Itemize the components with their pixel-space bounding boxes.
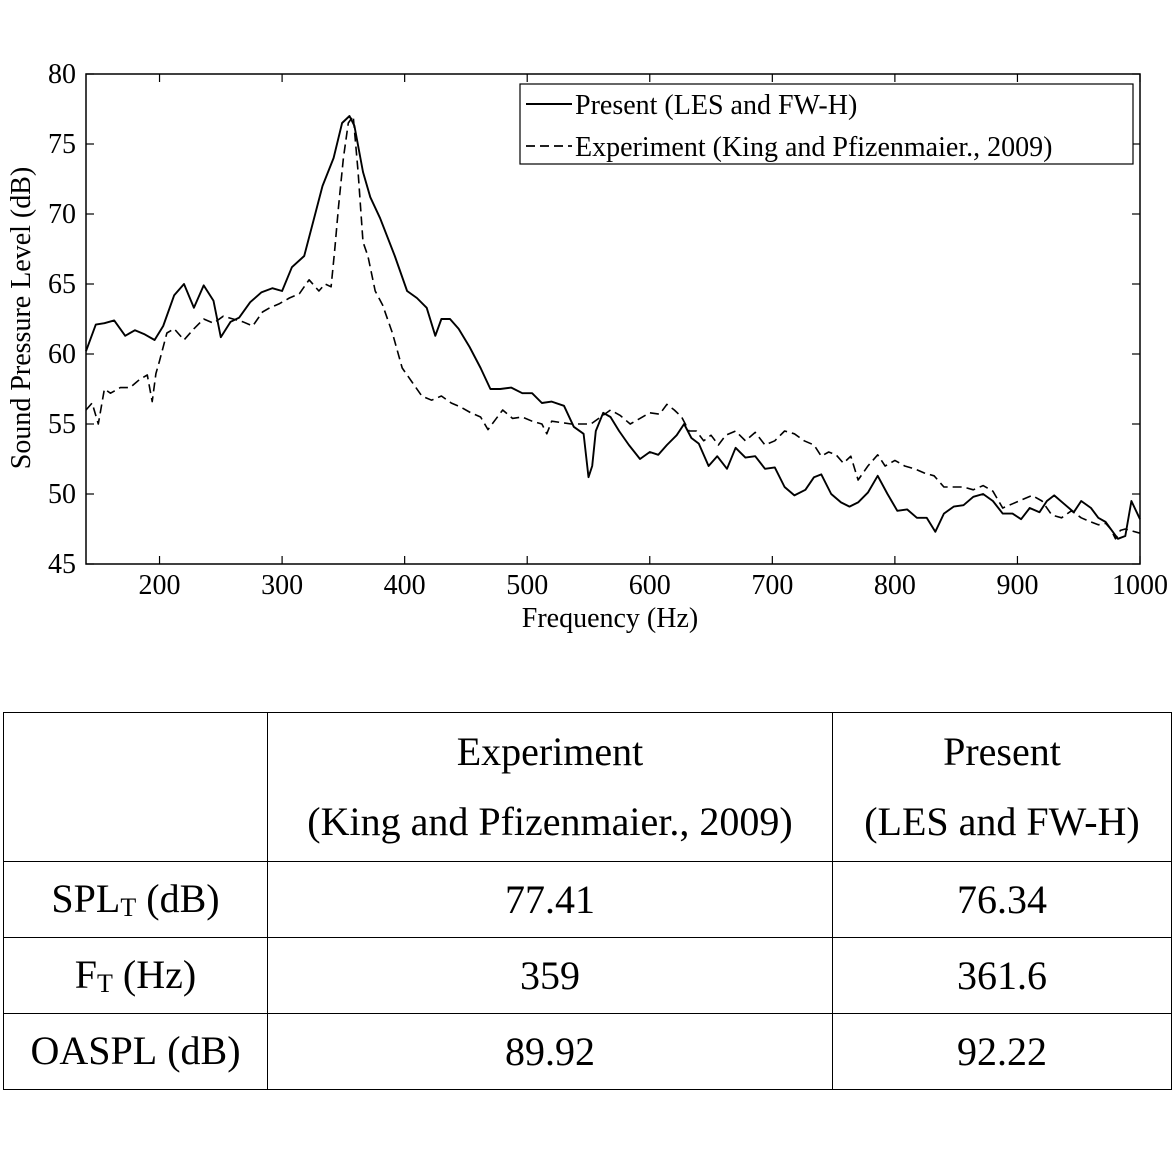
legend-label-present: Present (LES and FW-H) xyxy=(575,90,857,121)
y-tick-label: 65 xyxy=(48,269,76,300)
y-tick-label: 75 xyxy=(48,129,76,160)
y-tick-label: 50 xyxy=(48,479,76,510)
x-tick-label: 800 xyxy=(874,570,916,601)
legend-label-experiment: Experiment (King and Pfizenmaier., 2009) xyxy=(575,132,1052,163)
cell-experiment: 359 xyxy=(267,937,833,1014)
row-label-main: OASPL xyxy=(30,1028,158,1074)
results-table: Experiment (King and Pfizenmaier., 2009)… xyxy=(3,712,1172,1090)
y-tick-label: 55 xyxy=(48,409,76,440)
row-label: SPLT (dB) xyxy=(3,861,268,938)
y-tick-label: 60 xyxy=(48,339,76,370)
table-header-row: Experiment (King and Pfizenmaier., 2009)… xyxy=(3,712,1172,862)
table-row: SPLT (dB) 77.41 76.34 xyxy=(3,861,1172,938)
table-row: FT (Hz) 359 361.6 xyxy=(3,937,1172,1014)
row-label-main: SPL xyxy=(51,876,121,922)
spl-spectrum-chart: 200 300 400 500 600 700 800 900 1000 45 50 55 60 65 70… xyxy=(6,59,1168,634)
row-label-subscript: T xyxy=(120,893,137,923)
x-tick-label: 400 xyxy=(384,570,426,601)
y-axis-label: Sound Pressure Level (dB) xyxy=(6,167,37,470)
y-tick-label: 70 xyxy=(48,199,76,230)
legend-box xyxy=(519,83,1134,165)
series-line-experiment xyxy=(85,115,1141,540)
x-tick-label: 200 xyxy=(139,570,181,601)
header-experiment-line2: (King and Pfizenmaier., 2009) xyxy=(307,799,793,844)
header-present-line2: (LES and FW-H) xyxy=(864,799,1140,844)
cell-experiment: 77.41 xyxy=(267,861,833,938)
cell-present: 76.34 xyxy=(832,861,1172,938)
x-axis-label: Frequency (Hz) xyxy=(522,603,698,634)
y-tick-label: 80 xyxy=(48,59,76,90)
row-label: OASPL (dB) xyxy=(3,1013,268,1090)
x-tick-label: 900 xyxy=(996,570,1038,601)
x-tick-label: 300 xyxy=(261,570,303,601)
header-present-line1: Present xyxy=(943,729,1061,774)
x-tick-label: 500 xyxy=(506,570,548,601)
legend: Present (LES and FW-H) Experiment (King … xyxy=(519,83,1134,165)
row-label-unit: (dB) xyxy=(136,876,220,922)
cell-present: 92.22 xyxy=(832,1013,1172,1090)
row-label-main: F xyxy=(74,952,98,998)
header-experiment-line1: Experiment xyxy=(456,729,644,774)
header-present: Present (LES and FW-H) xyxy=(832,712,1172,862)
x-tick-label: 1000 xyxy=(1112,570,1168,601)
header-blank-cell xyxy=(3,712,268,862)
cell-experiment: 89.92 xyxy=(267,1013,833,1090)
row-label: FT (Hz) xyxy=(3,937,268,1014)
series-line-present xyxy=(85,115,1141,540)
row-label-unit: (Hz) xyxy=(112,952,197,998)
table-row: OASPL (dB) 89.92 92.22 xyxy=(3,1013,1172,1090)
cell-present: 361.6 xyxy=(832,937,1172,1014)
x-tick-label: 700 xyxy=(751,570,793,601)
x-tick-label: 600 xyxy=(629,570,671,601)
plot-frame xyxy=(85,73,1141,565)
y-tick-label: 45 xyxy=(48,549,76,580)
header-experiment: Experiment (King and Pfizenmaier., 2009) xyxy=(267,712,833,862)
row-label-subscript: T xyxy=(97,969,113,999)
row-label-unit: (dB) xyxy=(157,1028,241,1074)
